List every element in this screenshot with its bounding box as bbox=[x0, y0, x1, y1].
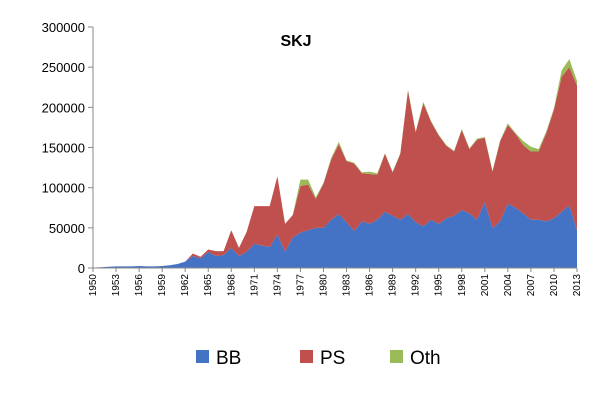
x-tick-label: 1995 bbox=[434, 274, 445, 297]
series-area-ps bbox=[93, 67, 577, 268]
legend: BB PS Oth bbox=[196, 348, 441, 369]
x-tick-label: 1962 bbox=[180, 274, 191, 297]
x-tick-label: 1977 bbox=[295, 274, 306, 297]
legend-swatch-oth bbox=[390, 350, 403, 363]
x-tick-label: 1989 bbox=[388, 274, 399, 297]
chart-title: SKJ bbox=[280, 33, 311, 50]
y-tick-label: 300000 bbox=[42, 20, 85, 35]
x-tick-label: 1971 bbox=[249, 274, 260, 297]
y-axis-ticks: 0 50000 100000 150000 200000 250000 300000 bbox=[42, 20, 93, 276]
x-tick-label: 2007 bbox=[526, 274, 537, 297]
x-tick-label: 1980 bbox=[318, 274, 329, 297]
y-tick-label: 100000 bbox=[42, 181, 85, 196]
legend-swatch-ps bbox=[300, 350, 313, 363]
legend-label-ps: PS bbox=[320, 348, 345, 369]
x-tick-label: 1974 bbox=[272, 274, 283, 297]
x-tick-label: 1998 bbox=[457, 274, 468, 297]
x-tick-label: 1956 bbox=[134, 274, 145, 297]
y-tick-label: 50000 bbox=[49, 221, 85, 236]
x-axis-ticks: 1950 1953 1956 1959 1962 1965 1968 1971 1974 1977… bbox=[88, 268, 583, 296]
x-tick-label: 2010 bbox=[549, 274, 560, 297]
x-tick-label: 1959 bbox=[157, 274, 168, 297]
x-tick-label: 1968 bbox=[226, 274, 237, 297]
legend-swatch-bb bbox=[196, 350, 209, 363]
x-tick-label: 1983 bbox=[342, 274, 353, 297]
legend-label-bb: BB bbox=[216, 348, 241, 369]
x-tick-label: 2004 bbox=[503, 274, 514, 297]
series-area-bb bbox=[93, 202, 577, 268]
legend-label-oth: Oth bbox=[410, 348, 441, 369]
x-tick-label: 1986 bbox=[365, 274, 376, 297]
x-tick-label: 1992 bbox=[411, 274, 422, 297]
x-tick-label: 2001 bbox=[480, 274, 491, 297]
y-tick-label: 200000 bbox=[42, 100, 85, 115]
y-tick-label: 0 bbox=[78, 261, 85, 276]
x-tick-label: 1950 bbox=[88, 274, 99, 297]
x-tick-label: 1953 bbox=[111, 274, 122, 297]
y-tick-label: 150000 bbox=[42, 141, 85, 156]
x-tick-label: 1965 bbox=[203, 274, 214, 297]
y-tick-label: 250000 bbox=[42, 60, 85, 75]
plot-areas bbox=[93, 59, 577, 268]
x-tick-label: 2013 bbox=[572, 274, 583, 297]
